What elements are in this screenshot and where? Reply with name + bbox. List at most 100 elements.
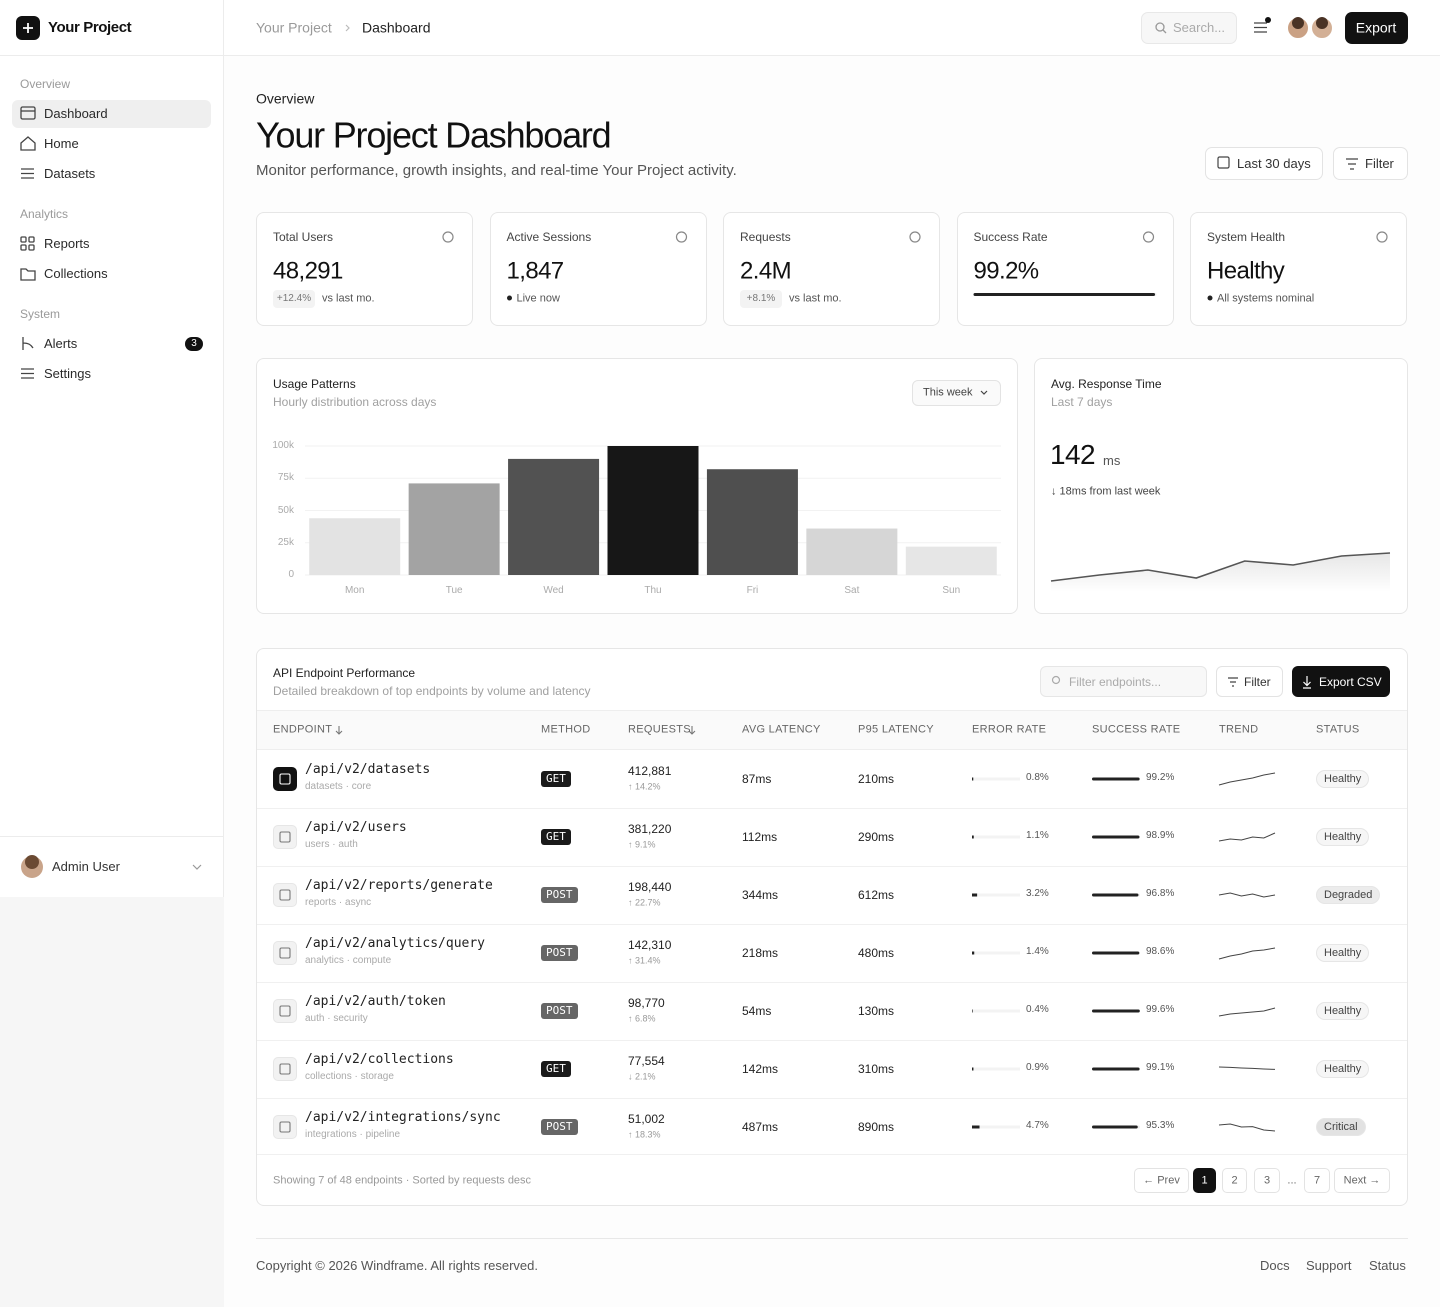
filter-button[interactable] bbox=[1333, 147, 1408, 180]
table-search[interactable] bbox=[1040, 666, 1207, 697]
table-subtitle: Detailed breakdown of top endpoints by v… bbox=[273, 683, 591, 698]
nav-section-title: Analytics bbox=[20, 206, 69, 221]
endpoint-path[interactable]: /api/v2/auth/token bbox=[305, 994, 446, 1010]
requests: 142,310 bbox=[628, 937, 672, 952]
endpoint-icon-box bbox=[273, 767, 297, 791]
requests-change: ↑ 22.7% bbox=[628, 897, 661, 908]
stat-delta-pill bbox=[740, 290, 782, 308]
column-header[interactable]: REQUESTS bbox=[628, 723, 691, 736]
page-button[interactable] bbox=[1134, 1168, 1189, 1193]
endpoint-path[interactable]: /api/v2/datasets bbox=[305, 762, 431, 778]
user-name[interactable]: Admin User bbox=[52, 859, 120, 875]
sidebar bbox=[0, 0, 224, 897]
page-label: ... bbox=[1287, 1174, 1297, 1187]
stat-label: Total Users bbox=[273, 229, 334, 244]
stat-value: 48,291 bbox=[273, 257, 343, 285]
nav-item[interactable]: Collections bbox=[44, 266, 108, 282]
endpoint-path[interactable]: /api/v2/collections bbox=[305, 1052, 454, 1068]
column-header[interactable]: ENDPOINT bbox=[273, 723, 333, 736]
page-button[interactable] bbox=[1254, 1168, 1280, 1193]
requests: 412,881 bbox=[628, 763, 672, 778]
endpoint-icon-box bbox=[273, 941, 297, 965]
nav-item[interactable]: Alerts bbox=[44, 336, 78, 352]
nav-item[interactable]: Settings bbox=[44, 366, 91, 382]
endpoint-path[interactable]: /api/v2/integrations/sync bbox=[305, 1110, 501, 1126]
endpoint-icon-box bbox=[273, 999, 297, 1023]
search-placeholder: Search... bbox=[1173, 20, 1226, 36]
nav-item-active[interactable] bbox=[12, 100, 211, 128]
footer-link[interactable]: Support bbox=[1306, 1258, 1352, 1274]
method-badge: GET bbox=[541, 771, 571, 787]
requests: 98,770 bbox=[628, 995, 665, 1010]
method-badge: POST bbox=[541, 1119, 578, 1135]
page-title: Your Project Dashboard bbox=[256, 114, 612, 156]
endpoint-icon-box bbox=[273, 883, 297, 907]
page-label[interactable]: 1 bbox=[1201, 1174, 1208, 1187]
x-tick-label: Fri bbox=[746, 585, 759, 596]
column-header: TREND bbox=[1219, 723, 1259, 736]
nav-section-title: System bbox=[20, 306, 61, 321]
endpoint-tags: users · auth bbox=[305, 839, 358, 850]
page-label[interactable]: 2 bbox=[1231, 1174, 1238, 1187]
success-rate: 98.9% bbox=[1146, 830, 1175, 841]
endpoint-path[interactable]: /api/v2/reports/generate bbox=[305, 878, 493, 894]
chart-control-label: This week bbox=[923, 386, 973, 399]
p95-latency: 890ms bbox=[858, 1119, 895, 1134]
requests-change: ↑ 18.3% bbox=[628, 1129, 661, 1140]
row-divider bbox=[257, 808, 1407, 809]
method-badge: GET bbox=[541, 1061, 571, 1077]
row-divider bbox=[257, 1040, 1407, 1041]
page-label[interactable]: 7 bbox=[1313, 1174, 1321, 1187]
endpoint-tags: collections · storage bbox=[305, 1071, 394, 1082]
nav-item[interactable]: Home bbox=[44, 136, 79, 152]
status-badge: Healthy bbox=[1316, 1060, 1370, 1078]
y-tick-label: 0 bbox=[288, 569, 294, 580]
chart-title: Usage Patterns bbox=[273, 376, 356, 391]
stat-note: vs last mo. bbox=[322, 292, 375, 305]
success-rate: 99.6% bbox=[1146, 1004, 1175, 1015]
error-rate: 1.1% bbox=[1026, 830, 1049, 841]
endpoint-icon-box bbox=[273, 1057, 297, 1081]
success-rate: 99.1% bbox=[1146, 1062, 1175, 1073]
chart-subtitle: Hourly distribution across days bbox=[273, 394, 437, 409]
avg-latency: 487ms bbox=[742, 1119, 779, 1134]
avg-latency: 112ms bbox=[742, 829, 778, 844]
endpoint-path[interactable]: /api/v2/analytics/query bbox=[305, 936, 486, 952]
endpoint-tags: datasets · core bbox=[305, 781, 372, 792]
page-label[interactable]: ← Prev bbox=[1143, 1174, 1180, 1187]
avg-latency: 218ms bbox=[742, 945, 779, 960]
stat-card bbox=[489, 212, 707, 326]
export-button[interactable] bbox=[1345, 12, 1408, 44]
nav-item[interactable]: Dashboard bbox=[44, 106, 108, 122]
nav-item[interactable]: Datasets bbox=[44, 166, 96, 182]
page-button[interactable] bbox=[1334, 1168, 1390, 1193]
metric-value: 142 bbox=[1050, 439, 1096, 471]
nav-item[interactable]: Reports bbox=[44, 236, 90, 252]
page-label[interactable]: 3 bbox=[1263, 1174, 1271, 1187]
column-header: STATUS bbox=[1316, 723, 1360, 736]
x-tick-label: Thu bbox=[644, 585, 662, 596]
page-button[interactable] bbox=[1222, 1168, 1247, 1193]
table-title: API Endpoint Performance bbox=[273, 665, 416, 680]
page-button[interactable] bbox=[1304, 1168, 1330, 1193]
footer-link[interactable]: Status bbox=[1369, 1258, 1406, 1274]
endpoint-path[interactable]: /api/v2/users bbox=[305, 820, 407, 836]
stat-label: Requests bbox=[740, 229, 791, 244]
status-badge: Healthy bbox=[1316, 828, 1370, 846]
sidebar-brand-bar bbox=[0, 55, 224, 56]
chart-title: Avg. Response Time bbox=[1051, 376, 1162, 391]
breadcrumb[interactable]: Your Project bbox=[256, 19, 332, 36]
avg-latency: 344ms bbox=[742, 887, 779, 902]
page-button[interactable] bbox=[1193, 1168, 1216, 1193]
page-label[interactable]: Next → bbox=[1343, 1174, 1381, 1187]
table-head bbox=[257, 710, 1407, 750]
footer-link[interactable]: Docs bbox=[1260, 1258, 1290, 1274]
stat-delta: +8.1% bbox=[746, 293, 776, 304]
export-label: Export bbox=[1355, 19, 1397, 36]
stat-note: All systems nominal bbox=[1217, 292, 1315, 305]
table-export-label: Export CSV bbox=[1319, 674, 1382, 689]
nav-section-title: Overview bbox=[20, 76, 71, 91]
table-filter[interactable] bbox=[1216, 666, 1283, 697]
stat-note: vs last mo. bbox=[789, 292, 842, 305]
